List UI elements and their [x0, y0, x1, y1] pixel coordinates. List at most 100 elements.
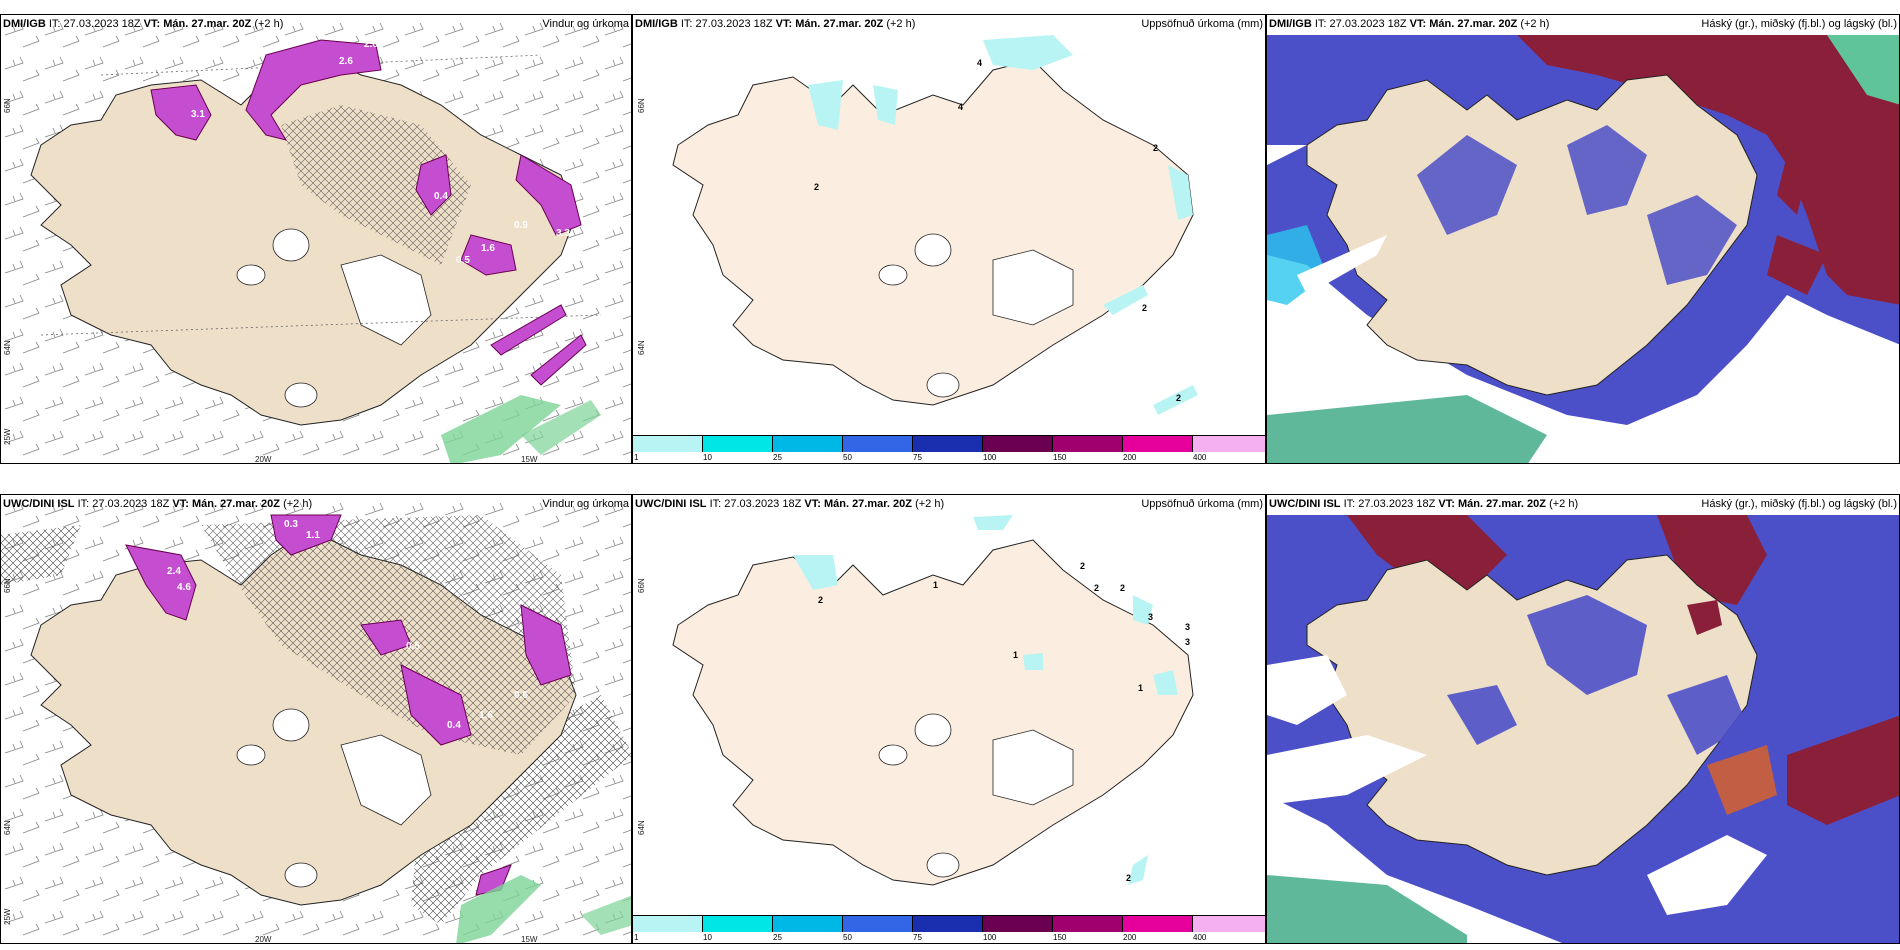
accum-value: 4 — [958, 102, 964, 112]
colorbar-segment — [1193, 916, 1265, 932]
lat-label: 64N — [3, 820, 12, 835]
panel-title: Vindur og úrkoma — [542, 18, 629, 30]
panel-title: Vindur og úrkoma — [542, 498, 629, 510]
panel-clouds-dmi[interactable]: DMI/IGB IT: 27.03.2023 18Z VT: Mán. 27.m… — [1266, 14, 1900, 464]
panel-header: UWC/DINI ISL IT: 27.03.2023 18Z VT: Mán.… — [635, 498, 945, 510]
lat-label: 64N — [3, 340, 12, 355]
iceland-land — [672, 59, 1194, 406]
colorbar-segment — [843, 916, 913, 932]
colorbar-label: 200 — [1123, 453, 1137, 462]
colorbar-segment — [633, 916, 703, 932]
accum-value: 2 — [1080, 561, 1086, 571]
lon-label: 20W — [255, 935, 272, 944]
colorbar-label: 10 — [703, 933, 712, 942]
panel-header: DMI/IGB IT: 27.03.2023 18Z VT: Mán. 27.m… — [1269, 18, 1550, 30]
colorbar-segment — [633, 436, 703, 452]
colorbar-segment — [983, 436, 1053, 452]
lat-label: 25W — [3, 908, 12, 925]
accum-value: 2 — [1126, 873, 1132, 883]
lat-label: 66N — [3, 578, 12, 593]
colorbar-segment — [1123, 916, 1193, 932]
iceland-wind-map — [1, 495, 631, 943]
lon-label: 15W — [521, 935, 538, 944]
colorbar-label: 50 — [843, 453, 852, 462]
value-label: 0.3 — [284, 519, 298, 530]
panel-header: DMI/IGB IT: 27.03.2023 18Z VT: Mán. 27.m… — [635, 18, 916, 30]
iceland-wind-map — [1, 15, 631, 463]
lat-label: 64N — [637, 820, 646, 835]
precip-colorbar — [633, 915, 1265, 934]
accum-value: 2 — [1120, 583, 1126, 593]
colorbar-segment — [703, 916, 773, 932]
value-label: 4.6 — [177, 582, 191, 593]
colorbar-labels: 1 10 25 50 75 100 150 200 400 — [633, 933, 1265, 943]
value-label: 3.3 — [556, 228, 570, 239]
panel-header: DMI/IGB IT: 27.03.2023 18Z VT: Mán. 27.m… — [3, 18, 284, 30]
value-label: 0.4 — [434, 191, 448, 202]
value-label: 2.8 — [364, 39, 378, 50]
panel-accum-precip-uwc[interactable]: UWC/DINI ISL IT: 27.03.2023 18Z VT: Mán.… — [632, 494, 1266, 944]
accum-value: 2 — [1142, 303, 1148, 313]
panel-title: Háský (gr.), miðský (fj.bl.) og lágský (… — [1701, 498, 1897, 510]
lon-label: 20W — [255, 455, 272, 464]
panel-accum-precip-dmi[interactable]: DMI/IGB IT: 27.03.2023 18Z VT: Mán. 27.m… — [632, 14, 1266, 464]
iceland-cloud-map — [1267, 495, 1899, 943]
accum-value: 1 — [1138, 683, 1144, 693]
accum-value: 1 — [1013, 650, 1019, 660]
colorbar-segment — [983, 916, 1053, 932]
accum-value: 2 — [814, 182, 820, 192]
colorbar-segment — [1053, 916, 1123, 932]
value-label: 1.1 — [306, 530, 320, 541]
value-label: 0.4 — [447, 720, 461, 731]
iceland-land — [672, 539, 1194, 886]
iceland-cloud-map — [1267, 15, 1899, 463]
lat-label: 64N — [637, 340, 646, 355]
panel-clouds-uwc[interactable]: UWC/DINI ISL IT: 27.03.2023 18Z VT: Mán.… — [1266, 494, 1900, 944]
colorbar-label: 400 — [1193, 933, 1207, 942]
lon-label: 15W — [521, 455, 538, 464]
colorbar-segment — [1123, 436, 1193, 452]
colorbar-label: 100 — [983, 453, 997, 462]
accum-value: 1 — [933, 580, 939, 590]
colorbar-label: 50 — [843, 933, 852, 942]
colorbar-segment — [773, 436, 843, 452]
colorbar-label: 200 — [1123, 933, 1137, 942]
panel-wind-precip-dmi[interactable]: DMI/IGB IT: 27.03.2023 18Z VT: Mán. 27.m… — [0, 14, 632, 464]
colorbar-segment — [913, 916, 983, 932]
colorbar-label: 25 — [773, 453, 782, 462]
panel-title: Háský (gr.), miðský (fj.bl.) og lágský (… — [1701, 18, 1897, 30]
value-label: 1.6 — [481, 243, 495, 254]
lat-label: 66N — [637, 578, 646, 593]
panel-title: Uppsöfnuð úrkoma (mm) — [1141, 498, 1263, 510]
colorbar-segment — [843, 436, 913, 452]
accum-value: 3 — [1185, 622, 1191, 632]
panel-header: UWC/DINI ISL IT: 27.03.2023 18Z VT: Mán.… — [1269, 498, 1579, 510]
colorbar-segment — [773, 916, 843, 932]
colorbar-label: 150 — [1053, 453, 1067, 462]
colorbar-segment — [913, 436, 983, 452]
colorbar-segment — [1053, 436, 1123, 452]
value-label: 0.5 — [456, 255, 470, 266]
precip-colorbar — [633, 435, 1265, 454]
value-label: 0.6 — [514, 690, 528, 701]
panel-wind-precip-uwc[interactable]: UWC/DINI ISL IT: 27.03.2023 18Z VT: Mán.… — [0, 494, 632, 944]
colorbar-label: 400 — [1193, 453, 1207, 462]
colorbar-segment — [1193, 436, 1265, 452]
colorbar-label: 75 — [913, 933, 922, 942]
value-label: 1.6 — [479, 710, 493, 721]
colorbar-segment — [703, 436, 773, 452]
value-label: 0.5 — [406, 641, 420, 652]
value-label: 3.1 — [191, 109, 205, 120]
accum-value: 2 — [1153, 143, 1159, 153]
iceland-accum-map — [672, 515, 1194, 886]
accum-value: 4 — [977, 58, 983, 68]
colorbar-label: 150 — [1053, 933, 1067, 942]
accum-value: 3 — [1185, 637, 1191, 647]
colorbar-label: 1 — [634, 453, 639, 462]
lat-label: 25W — [3, 428, 12, 445]
accum-value: 2 — [818, 595, 824, 605]
iceland-accum-map — [672, 35, 1198, 415]
panel-title: Uppsöfnuð úrkoma (mm) — [1141, 18, 1263, 30]
colorbar-label: 25 — [773, 933, 782, 942]
colorbar-label: 1 — [634, 933, 639, 942]
